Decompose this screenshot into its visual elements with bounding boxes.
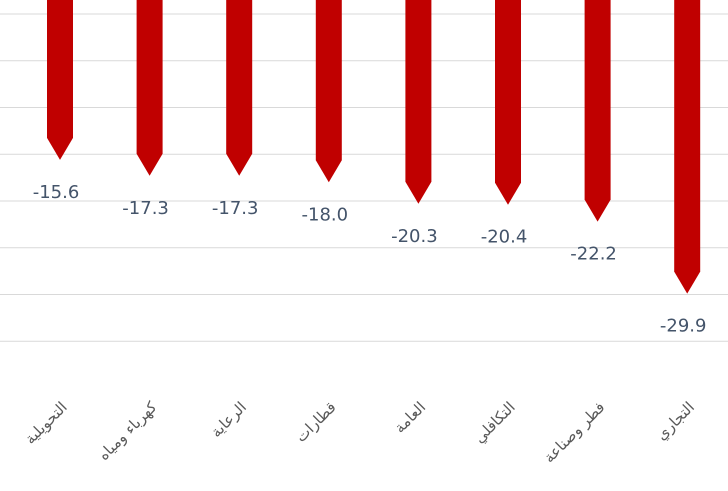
gridlines [0, 13, 728, 342]
category-label: التجاري [652, 398, 698, 444]
bar [674, 0, 701, 294]
bar [136, 0, 163, 176]
data-label: -17.3 [122, 198, 169, 219]
bar [226, 0, 253, 176]
category-label: التكافلي [470, 398, 519, 447]
data-label: -20.3 [391, 226, 438, 247]
bars [47, 0, 701, 294]
bar [47, 0, 73, 160]
data-label: -18.0 [302, 204, 349, 225]
data-label: -22.2 [570, 244, 617, 265]
bar [405, 0, 432, 204]
category-label: التحويلية [21, 398, 71, 448]
bar [315, 0, 342, 183]
category-label: كهرباء ومياه [95, 397, 161, 463]
category-label: قطارات [292, 398, 340, 446]
category-labels: التحويلية كهرباء ومياه الرعاية قطارات العامة… [21, 397, 699, 466]
data-label: -17.3 [212, 198, 259, 219]
category-label: فطر وصناعة [540, 398, 608, 466]
bar [495, 0, 521, 205]
data-label: -20.4 [481, 227, 528, 248]
data-label: -15.6 [33, 182, 80, 203]
bar [584, 0, 611, 222]
data-label: -29.9 [660, 316, 707, 337]
value-labels: -15.6 -17.3 -17.3 -18.0 -20.3 -20.4 -22.2 -29.9 [33, 182, 707, 337]
category-label: الرعاية [207, 398, 250, 441]
category-label: العامة [391, 398, 430, 437]
